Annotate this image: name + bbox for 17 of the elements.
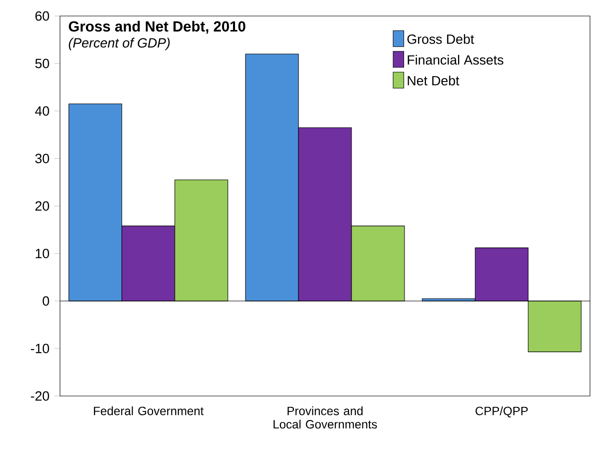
y-tick-label: 40 — [35, 106, 50, 116]
x-tick-label: Provinces and Local Governments — [274, 406, 377, 429]
text: (Percent of GDP) — [68, 38, 170, 50]
y-tick-label: -10 — [30, 344, 50, 354]
legend-label: Financial Assets — [408, 54, 504, 65]
legend-label: Gross Debt — [407, 34, 474, 44]
x-tick-label: CPP/QPP — [476, 406, 528, 418]
chart-title: Gross and Net Debt, 2010 — [68, 20, 246, 34]
x-tick-label: Federal Government — [94, 406, 204, 416]
y-tick-label: 30 — [35, 154, 50, 164]
legend-label: Net Debt — [408, 76, 460, 86]
y-tick-label: -20 — [30, 391, 50, 401]
y-tick-label: 10 — [36, 248, 50, 258]
y-tick-label: 60 — [35, 11, 50, 21]
y-tick-label: 50 — [35, 58, 50, 68]
y-tick-label: 20 — [35, 201, 50, 211]
y-tick-label: 0 — [42, 296, 50, 306]
